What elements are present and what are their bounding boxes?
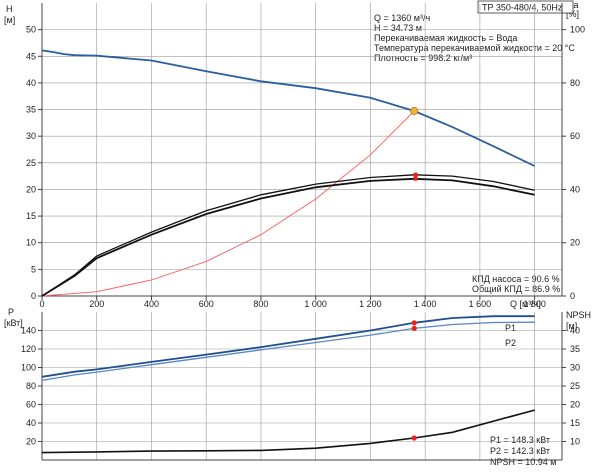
info-line-head: H = 34.73 м (374, 23, 422, 33)
bottom-duty-marker-3 (411, 435, 417, 441)
top-left-tick-label: 5 (31, 264, 36, 274)
bottom-duty-marker-1 (411, 320, 417, 326)
npsh-curve (41, 409, 535, 454)
top-y-axis-label-h: H (6, 4, 13, 14)
top-left-tick-label: 20 (26, 184, 36, 194)
top-left-tick-label: 0 (31, 291, 36, 301)
bottom-y-axis-unit-kw: [кВт] (4, 318, 23, 328)
top-right-tick-label: 80 (570, 78, 580, 88)
head-efficiency-plot: 0 5 10 15 20 25 30 35 40 45 50 0 20 40 60 80 100 0 200 400 6… (26, 3, 585, 309)
efficiency-duty-marker (413, 172, 418, 181)
top-right-axis-unit-pct: [%] (566, 9, 579, 19)
top-x-tick-label: 1 400 (414, 299, 437, 309)
pump-efficiency-curve (41, 174, 535, 297)
chart-title: TP 350-480/4, 50Hz (482, 3, 563, 13)
top-left-tick-label: 35 (26, 105, 36, 115)
info-line-flow: Q = 1360 м³/ч (374, 13, 430, 23)
system-curve (41, 110, 415, 297)
p2-curve (41, 321, 535, 382)
top-left-tick-label: 40 (26, 78, 36, 88)
bottom-right-tick-label: 25 (570, 381, 580, 391)
bottom-right-tick-label: 15 (570, 418, 580, 428)
bottom-y-axis-label-p: P (8, 307, 14, 317)
bottom-left-tick-label: 20 (26, 437, 36, 447)
info-line-density: Плотность = 998.2 кг/м³ (374, 53, 472, 63)
top-left-tick-label: 30 (26, 131, 36, 141)
top-right-tick-label: 40 (570, 184, 580, 194)
head-curve (41, 49, 535, 167)
bottom-left-tick-label: 140 (21, 326, 36, 336)
top-right-tick-label: 60 (570, 131, 580, 141)
legend-p1: P1 (505, 323, 516, 333)
top-x-tick-label: 0 (39, 299, 44, 309)
p1-curve (41, 315, 535, 378)
title-box (477, 0, 574, 14)
npsh-value-text: NPSH = 10.94 м (490, 457, 556, 467)
bottom-left-tick-label: 100 (21, 363, 36, 373)
bottom-right-tick-label: 35 (570, 344, 580, 354)
top-x-tick-label: 400 (144, 299, 159, 309)
bottom-duty-marker-2 (411, 325, 417, 331)
top-left-tick-label: 45 (26, 51, 36, 61)
bottom-left-tick-label: 120 (21, 344, 36, 354)
top-x-tick-label: 1 800 (523, 299, 546, 309)
bottom-left-tick-label: 60 (26, 400, 36, 410)
top-right-tick-label: 100 (570, 25, 585, 35)
top-x-axis-label: Q [м³/ч] (510, 299, 541, 309)
legend-p2: P2 (505, 338, 516, 348)
bottom-left-tick-label: 80 (26, 381, 36, 391)
top-left-tick-label: 10 (26, 238, 36, 248)
top-left-tick-label: 25 (26, 158, 36, 168)
top-x-tick-label: 1 000 (304, 299, 327, 309)
top-x-tick-label: 800 (253, 299, 268, 309)
info-line-temperature: Температура перекачиваемой жидкости = 20… (374, 43, 575, 53)
info-line-liquid: Перекачиваемая жидкость = Вода (374, 33, 517, 43)
bottom-left-tick-label: 40 (26, 418, 36, 428)
p1-value-text: P1 = 148.3 кВт (490, 435, 550, 445)
top-left-tick-label: 15 (26, 211, 36, 221)
pump-efficiency-text: КПД насоса = 90.6 % (472, 274, 560, 284)
top-x-tick-label: 1 600 (469, 299, 492, 309)
top-x-tick-label: 1 200 (359, 299, 382, 309)
p2-value-text: P2 = 142.3 кВт (490, 446, 550, 456)
bottom-right-tick-label: 20 (570, 400, 580, 410)
top-x-tick-label: 600 (199, 299, 214, 309)
power-npsh-plot: 20 40 60 80 100 120 140 10 15 20 25 30 35 40 (21, 312, 580, 461)
top-y-axis-unit-m: [м] (4, 15, 15, 25)
total-efficiency-text: Общий КПД = 86.9 % (472, 284, 560, 294)
bottom-right-tick-label: 40 (570, 326, 580, 336)
total-efficiency-curve (41, 177, 535, 297)
bottom-right-axis-label-npsh: NPSH (566, 310, 591, 320)
duty-point-marker (410, 106, 419, 115)
top-left-tick-label: 50 (26, 25, 36, 35)
top-x-tick-label: 200 (89, 299, 104, 309)
bottom-right-tick-label: 10 (570, 437, 580, 447)
top-right-tick-label: 20 (570, 238, 580, 248)
bottom-right-tick-label: 30 (570, 363, 580, 373)
bottom-right-axis-unit-m: [м] (566, 321, 577, 331)
top-right-tick-label: 0 (570, 291, 575, 301)
